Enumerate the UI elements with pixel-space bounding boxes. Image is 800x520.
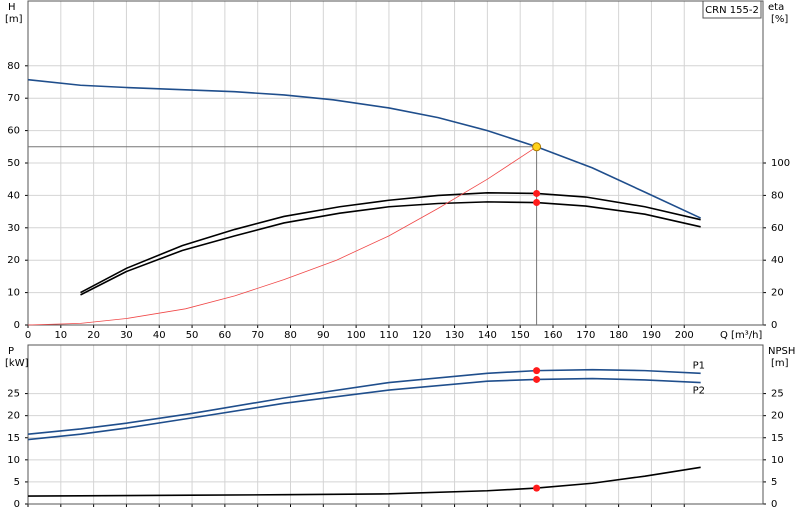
y2-tick-label: 5 (771, 477, 777, 488)
y-tick-label: 50 (7, 158, 20, 169)
x-tick-label: 180 (609, 330, 628, 341)
x-tick-label: 200 (675, 330, 694, 341)
x-tick-label: 100 (347, 330, 366, 341)
x-tick-label: 130 (445, 330, 464, 341)
duty-point (532, 142, 542, 152)
y2-tick-label: 15 (771, 433, 784, 444)
y2-tick-label: 100 (771, 158, 790, 169)
y-axis-unit: [kW] (5, 358, 29, 369)
x-tick-label: 60 (219, 330, 232, 341)
y-tick-label: 20 (7, 411, 20, 422)
x-tick-label: 120 (412, 330, 431, 341)
x-tick-label: 90 (317, 330, 330, 341)
y-tick-label: 60 (7, 126, 20, 137)
legend-label: P1 (693, 360, 705, 371)
x-tick-label: 150 (511, 330, 530, 341)
y-axis-label: H (8, 2, 16, 13)
y2-tick-label: 40 (771, 255, 784, 266)
plot-frame (27, 0, 764, 326)
x-tick-label: 0 (25, 330, 31, 341)
y2-tick-label: 20 (771, 411, 784, 422)
chart-title: CRN 155-2 (705, 5, 759, 16)
series-line (27, 466, 701, 497)
y2-tick-label: 60 (771, 223, 784, 234)
legend-label: P2 (693, 386, 705, 397)
x-tick-label: 140 (478, 330, 497, 341)
y-tick-label: 40 (7, 190, 20, 201)
title-box (702, 0, 762, 19)
y-tick-label: 30 (7, 223, 20, 234)
y2-tick-label: 10 (771, 455, 784, 466)
x-tick-label: 80 (284, 330, 297, 341)
y-axis-label: P (8, 346, 14, 357)
series-line (27, 377, 701, 441)
operating-point (533, 367, 541, 375)
x-tick-label: 160 (543, 330, 562, 341)
y-axis-unit: [m] (5, 14, 23, 25)
x-tick-label: 50 (186, 330, 199, 341)
y2-axis-unit: [m] (771, 358, 789, 369)
y-tick-label: 25 (7, 389, 20, 400)
x-tick-label: 10 (54, 330, 67, 341)
operating-point (533, 375, 541, 383)
y2-tick-label: 25 (771, 389, 784, 400)
x-tick-label: 20 (87, 330, 100, 341)
y-tick-label: 0 (14, 499, 20, 510)
y-tick-label: 0 (14, 320, 20, 331)
y2-axis-label: NPSH (768, 346, 795, 357)
y2-axis-unit: [%] (771, 14, 788, 25)
y2-tick-label: 0 (771, 320, 777, 331)
y-tick-label: 20 (7, 255, 20, 266)
series-line (27, 146, 537, 326)
plot-frame (27, 344, 764, 505)
y2-tick-label: 20 (771, 288, 784, 299)
y2-tick-label: 0 (771, 499, 777, 510)
y-tick-label: 15 (7, 433, 20, 444)
operating-point (533, 189, 541, 197)
y-tick-label: 10 (7, 455, 20, 466)
operating-point (533, 484, 541, 492)
y2-tick-label: 80 (771, 190, 784, 201)
x-tick-label: 170 (576, 330, 595, 341)
x-tick-label: 40 (153, 330, 166, 341)
series-line (80, 192, 701, 294)
y-tick-label: 5 (14, 477, 20, 488)
x-tick-label: 30 (120, 330, 133, 341)
series-line (27, 78, 701, 219)
y2-axis-label: eta (768, 2, 784, 13)
series-line (27, 368, 701, 436)
series-line (80, 201, 701, 296)
x-tick-label: 110 (379, 330, 398, 341)
y-tick-label: 70 (7, 93, 20, 104)
x-tick-label: 70 (251, 330, 264, 341)
y-tick-label: 80 (7, 61, 20, 72)
x-tick-label: 190 (642, 330, 661, 341)
y-tick-label: 10 (7, 288, 20, 299)
x-axis-label: Q [m³/h] (720, 330, 762, 341)
operating-point (533, 199, 541, 207)
